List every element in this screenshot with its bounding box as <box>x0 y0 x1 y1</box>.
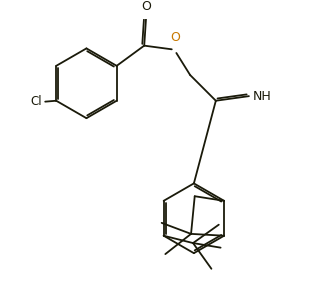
Text: Cl: Cl <box>31 95 42 108</box>
Text: NH: NH <box>253 90 271 103</box>
Text: O: O <box>170 31 180 44</box>
Text: O: O <box>141 0 151 13</box>
